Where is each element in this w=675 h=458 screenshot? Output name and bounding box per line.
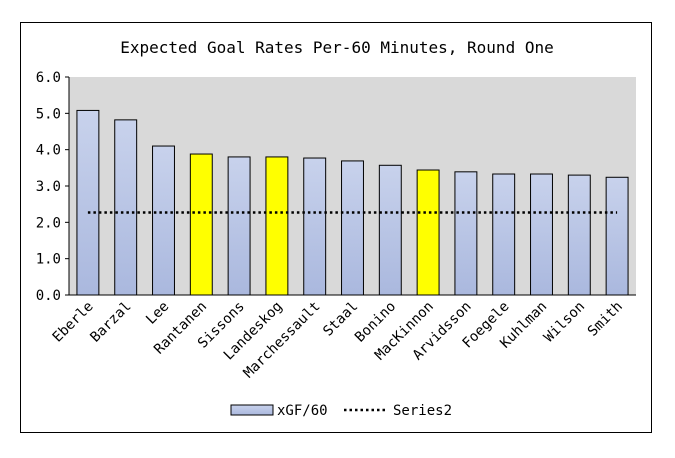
- legend-label-series2: Series2: [393, 403, 452, 419]
- bar-staal: [341, 160, 364, 296]
- bar-eberle: [76, 109, 100, 296]
- x-tick-label: Wilson: [541, 299, 588, 346]
- x-tick-label: Lee: [143, 299, 172, 328]
- legend-label-xgf60: xGF/60: [277, 403, 328, 419]
- y-tick-label: 0.0: [36, 288, 61, 304]
- bar-landeskog: [265, 156, 289, 296]
- bar-mackinnon: [416, 169, 440, 296]
- legend: xGF/60 Series2: [230, 403, 452, 419]
- bar-sissons: [227, 156, 251, 296]
- x-tick-label: Barzal: [87, 299, 134, 346]
- y-tick-label: 3.0: [36, 179, 61, 195]
- bar-foegele: [492, 173, 516, 296]
- y-tick-label: 4.0: [36, 143, 61, 159]
- y-tick-label: 1.0: [36, 252, 61, 268]
- x-tick-label: Smith: [585, 299, 626, 340]
- x-tick-label: Eberle: [50, 299, 97, 346]
- y-tick-label: 6.0: [36, 70, 61, 86]
- bar-barzal: [114, 119, 138, 296]
- chart-title: Expected Goal Rates Per-60 Minutes, Roun…: [120, 38, 553, 57]
- chart-frame: Expected Goal Rates Per-60 Minutes, Roun…: [20, 22, 652, 433]
- y-tick-label: 5.0: [36, 106, 61, 122]
- bar-smith: [605, 176, 629, 296]
- bar-lee: [152, 145, 175, 296]
- chart-svg: Expected Goal Rates Per-60 Minutes, Roun…: [36, 38, 636, 419]
- y-tick-label: 2.0: [36, 215, 61, 231]
- bar-kuhlman: [530, 173, 553, 296]
- bar-marchessault: [303, 157, 327, 296]
- bars: [69, 109, 636, 296]
- bar-rantanen: [189, 153, 213, 296]
- bar-arvidsson: [454, 171, 478, 296]
- bar-bonino: [378, 164, 402, 296]
- bar-wilson: [567, 174, 591, 296]
- y-axis: 0.0 1.0 2.0 3.0 4.0 5.0 6.0: [36, 70, 70, 304]
- legend-swatch-xgf60: [230, 404, 274, 416]
